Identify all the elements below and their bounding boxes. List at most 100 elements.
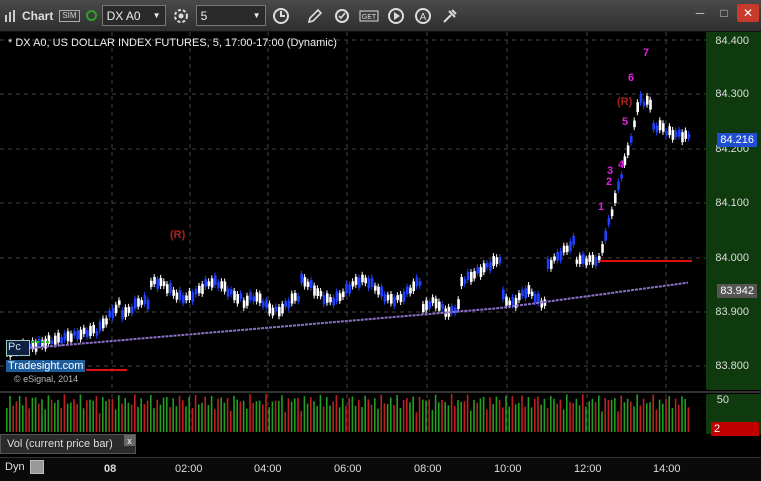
volume-bar [562, 409, 565, 432]
volume-bar [678, 404, 680, 432]
volume-bar [498, 400, 501, 432]
volume-bar [422, 399, 424, 432]
volume-bar [118, 395, 120, 432]
candle-body [662, 123, 665, 132]
chart-area[interactable]: (R) (R) 1 2 3 4 5 6 7 * DX A0, US DOLLAR INDEX F… [0, 32, 761, 481]
interval-select[interactable]: 5 ▼ [195, 5, 266, 26]
candle-body [198, 285, 201, 294]
candle-body [182, 295, 185, 304]
candle-body [521, 289, 524, 297]
candle-body [274, 306, 278, 312]
volume-bar [54, 402, 56, 432]
volume-bar [537, 396, 539, 432]
candle-body [313, 285, 316, 296]
sequence-annotation: 7 [643, 47, 649, 59]
volume-bar [310, 397, 312, 432]
candle-body [284, 301, 287, 307]
volume-bar [12, 405, 14, 432]
window-controls: ─ □ ✕ [689, 4, 759, 22]
candle-body [380, 286, 383, 297]
play-icon[interactable] [384, 4, 408, 28]
candle-body [265, 299, 268, 308]
candle-body [556, 251, 559, 261]
volume-bar [646, 403, 648, 432]
pc-badge[interactable]: Pc [6, 340, 30, 356]
pencil-icon[interactable] [303, 4, 327, 28]
plot-background [0, 32, 706, 390]
volume-bar [521, 395, 523, 432]
chevron-down-icon[interactable]: ▼ [252, 11, 261, 20]
candle-body [351, 281, 355, 287]
time-label: 04:00 [254, 463, 282, 475]
volume-bar [626, 398, 629, 432]
price-axis-label: 84.300 [715, 88, 749, 100]
sim-badge[interactable]: SIM [59, 9, 80, 22]
copyright-text: © eSignal, 2014 [14, 374, 79, 384]
candle-body [162, 281, 166, 287]
volume-bar [188, 396, 190, 432]
chart-icon [5, 9, 15, 22]
candle-body [348, 284, 351, 294]
volume-bar [425, 400, 427, 432]
candle-body [210, 278, 214, 288]
alert-icon[interactable]: A [411, 4, 435, 28]
candle-body [610, 209, 614, 217]
candle-body [425, 300, 428, 311]
volume-bar [124, 398, 126, 432]
volume-bar [623, 402, 626, 432]
volume-bar [610, 399, 613, 432]
candle-body [300, 273, 303, 284]
volume-bar [386, 404, 389, 432]
maximize-button[interactable]: □ [720, 6, 728, 20]
volume-bar [76, 403, 78, 432]
time-label: 06:00 [334, 463, 362, 475]
volume-bar [150, 395, 152, 432]
volume-bar [489, 397, 491, 432]
candle-body [674, 130, 678, 138]
candle-body [278, 306, 281, 317]
candle-body [345, 283, 348, 294]
volume-bar [262, 404, 264, 432]
candle-body [57, 332, 60, 343]
volume-bar [198, 404, 200, 432]
volume-bar [617, 411, 619, 432]
candle-body [569, 241, 572, 252]
volume-close-button[interactable]: x [124, 435, 135, 446]
volume-bar [479, 398, 482, 432]
volume-bar [159, 404, 162, 432]
volume-bar [326, 397, 328, 432]
volume-bar [281, 395, 283, 432]
volume-bar [671, 408, 674, 432]
volume-bar [146, 400, 149, 432]
clock-icon[interactable] [269, 4, 293, 28]
candle-body [473, 271, 476, 279]
price-axis-label: 83.800 [715, 360, 749, 372]
dyn-toggle-icon[interactable] [30, 460, 44, 474]
candle-body [82, 327, 86, 334]
candle-body [642, 102, 646, 107]
tools-icon[interactable] [438, 4, 462, 28]
get-icon[interactable]: GET [357, 4, 381, 28]
close-button[interactable]: ✕ [737, 4, 759, 22]
ma-price-badge: 83.942 [717, 284, 757, 298]
candle-body [255, 292, 259, 302]
volume-bar [194, 395, 197, 432]
refresh-icon[interactable] [330, 4, 354, 28]
volume-bar [578, 405, 581, 432]
volume-bar [284, 411, 286, 432]
candle-body [178, 289, 182, 300]
volume-bar [255, 401, 258, 432]
gear-icon[interactable] [169, 4, 193, 28]
candle-body [508, 300, 511, 306]
volume-bar [482, 396, 485, 432]
sequence-annotation: (R) [170, 229, 186, 241]
symbol-input[interactable]: DX A0 ▼ [101, 5, 166, 26]
volume-bar [367, 399, 370, 432]
candle-body [438, 301, 441, 311]
volume-bar [306, 403, 309, 432]
chevron-down-icon[interactable]: ▼ [152, 11, 161, 20]
minimize-button[interactable]: ─ [695, 6, 705, 20]
candle-body [684, 130, 687, 139]
candle-body [623, 156, 627, 166]
